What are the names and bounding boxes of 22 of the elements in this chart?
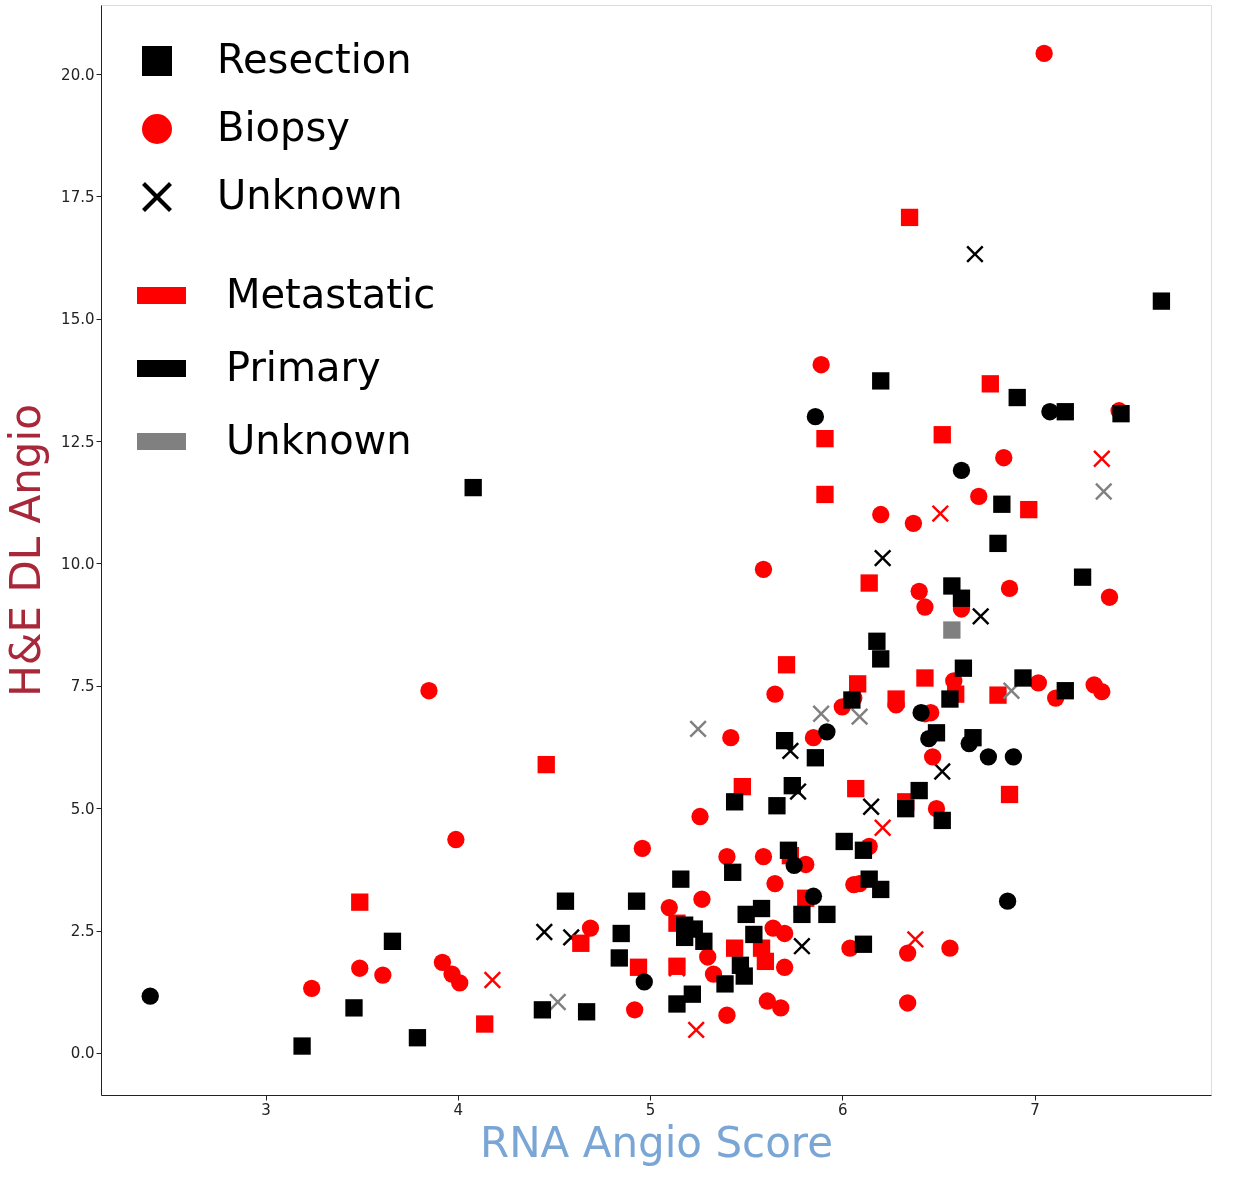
x-tick-label: 3 <box>261 1100 271 1119</box>
y-tick-label: 2.5 <box>70 922 95 941</box>
y-tick-label: 20.0 <box>61 65 95 84</box>
y-tick-label: 7.5 <box>70 677 95 696</box>
x-tick-label: 5 <box>645 1100 656 1119</box>
x-tick-label: 7 <box>1030 1100 1040 1119</box>
legend-label: Unknown <box>217 172 403 218</box>
x-axis-title: RNA Angio Score <box>479 1117 834 1167</box>
y-tick-label: 5.0 <box>70 799 95 818</box>
y-tick-label: 15.0 <box>61 310 95 329</box>
x-tick-label: 6 <box>838 1100 848 1119</box>
legend-label: Metastatic <box>226 270 436 317</box>
legend-label: Resection <box>217 36 412 82</box>
y-tick-label: 10.0 <box>61 554 95 573</box>
y-tick-label: 0.0 <box>70 1044 95 1063</box>
legend-label: Biopsy <box>217 104 350 150</box>
y-tick-label: 12.5 <box>61 432 95 451</box>
y-axis-title: H&E DL Angio <box>1 404 51 697</box>
x-tick-label: 4 <box>453 1100 464 1119</box>
legend-label: Primary <box>226 343 381 390</box>
legend-label: Unknown <box>226 416 412 463</box>
y-tick-label: 17.5 <box>61 187 95 206</box>
